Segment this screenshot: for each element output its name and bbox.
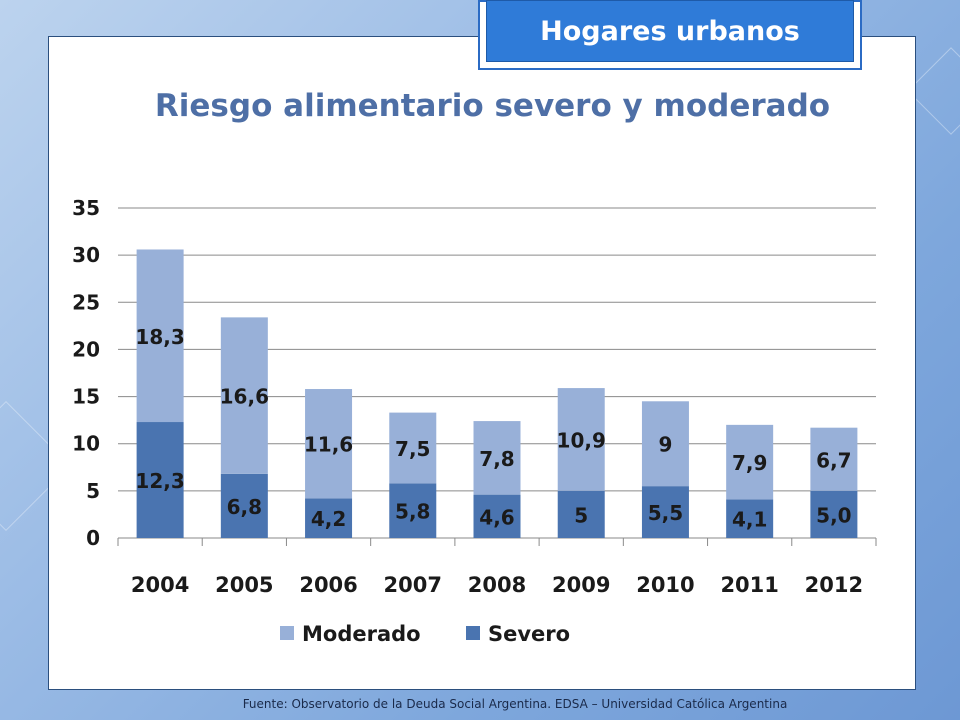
bar-moderado	[305, 389, 353, 499]
y-tick-label: 25	[72, 290, 100, 314]
data-label-severo: 5,5	[648, 501, 683, 525]
x-tick-label: 2006	[299, 573, 357, 597]
bar-moderado	[810, 427, 858, 491]
data-label-severo: 6,8	[227, 495, 262, 519]
data-label-moderado: 7,5	[395, 437, 430, 461]
x-tick-label: 2008	[468, 573, 526, 597]
data-label-moderado: 7,9	[732, 451, 767, 475]
bar-severo	[473, 494, 521, 538]
section-badge-label: Hogares urbanos	[486, 0, 854, 62]
source-note: Fuente: Observatorio de la Deuda Social …	[242, 697, 788, 711]
x-tick-label: 2010	[636, 573, 694, 597]
bar-moderado	[557, 388, 605, 491]
data-label-severo: 5	[574, 503, 588, 527]
x-tick-label: 2005	[215, 573, 273, 597]
data-label-moderado: 9	[658, 433, 672, 457]
bar-moderado	[726, 424, 774, 500]
y-tick-label: 30	[72, 243, 100, 267]
data-label-moderado: 18,3	[135, 325, 184, 349]
x-tick-label: 2011	[720, 573, 778, 597]
bar-severo	[389, 483, 437, 538]
legend-swatch	[280, 626, 294, 640]
bar-moderado	[136, 249, 184, 423]
bar-severo	[641, 486, 689, 538]
y-tick-label: 5	[86, 479, 100, 503]
y-tick-label: 35	[72, 196, 100, 220]
data-label-severo: 12,3	[135, 469, 184, 493]
bar-severo	[726, 499, 774, 538]
section-badge: Hogares urbanos	[478, 0, 862, 70]
bar-severo	[557, 490, 605, 538]
bar-severo	[305, 498, 353, 538]
y-tick-label: 10	[72, 432, 100, 456]
y-tick-label: 0	[86, 526, 100, 550]
bar-severo	[810, 490, 858, 538]
bar-moderado	[220, 317, 268, 474]
data-label-severo: 4,6	[479, 505, 514, 529]
x-tick-label: 2012	[805, 573, 863, 597]
data-label-severo: 5,8	[395, 500, 430, 524]
slide-panel	[48, 36, 916, 690]
x-tick-label: 2009	[552, 573, 610, 597]
chart-title: Riesgo alimentario severo y moderado	[154, 88, 831, 124]
legend-label: Moderado	[302, 622, 421, 646]
legend-swatch	[466, 626, 480, 640]
data-label-severo: 4,1	[732, 508, 767, 532]
data-label-moderado: 11,6	[304, 433, 353, 457]
data-label-severo: 4,2	[311, 507, 346, 531]
legend-label: Severo	[488, 622, 570, 646]
data-label-moderado: 10,9	[557, 428, 606, 452]
y-tick-label: 20	[72, 337, 100, 361]
bar-severo	[136, 422, 184, 538]
data-label-moderado: 6,7	[816, 448, 851, 472]
data-label-moderado: 16,6	[220, 385, 269, 409]
bar-moderado	[389, 412, 437, 484]
y-tick-label: 15	[72, 385, 100, 409]
bar-severo	[220, 473, 268, 538]
bar-moderado	[473, 421, 521, 495]
x-tick-label: 2004	[131, 573, 189, 597]
data-label-severo: 5,0	[816, 503, 851, 527]
data-label-moderado: 7,8	[479, 447, 514, 471]
x-tick-label: 2007	[384, 573, 442, 597]
bar-moderado	[641, 401, 689, 487]
